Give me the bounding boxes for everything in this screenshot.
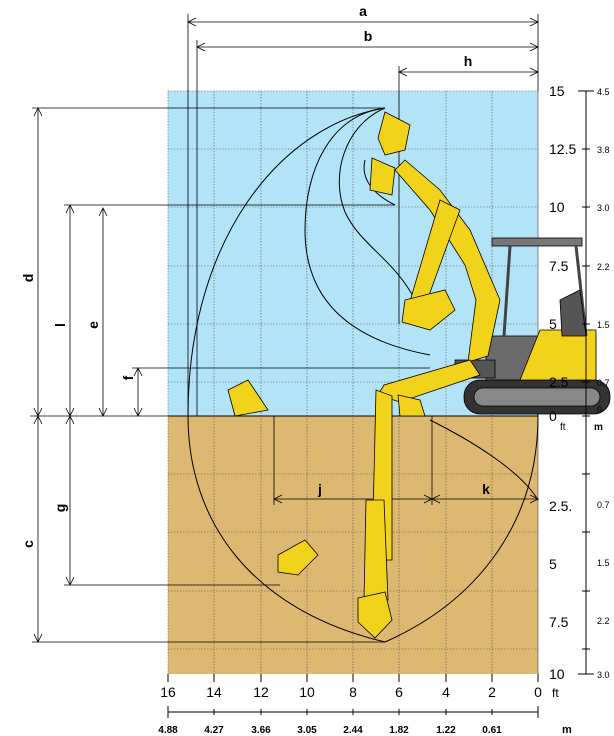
bottom-scale-m-tick: 3.66: [251, 725, 271, 736]
dimension-a-label: a: [359, 3, 367, 19]
right-scale-ft-tick: 7.5: [549, 258, 569, 274]
right-scale-m-tick: 3.8: [597, 145, 610, 155]
boom-lowered: [363, 359, 481, 601]
bucket-mid: [401, 289, 456, 331]
right-scale-m-tick: 2.2: [597, 616, 610, 626]
right-scale-m-tick: 1.5: [597, 320, 610, 330]
bottom-scale-m-tick: 0.61: [482, 725, 502, 736]
bottom-scale-m-tick: 1.82: [389, 725, 409, 736]
bottom-scale-ft-unit: ft: [552, 686, 559, 700]
bucket-underground: [277, 539, 319, 576]
bottom-scale-m-tick: 4.88: [158, 725, 178, 736]
dimension-l-label: l: [52, 323, 68, 327]
right-scale-ft-tick: 0: [549, 408, 557, 424]
bottom-scale-ft-tick: 2: [488, 684, 496, 700]
bottom-scale-ft-tick: 10: [299, 684, 315, 700]
bucket-high: [369, 111, 411, 196]
canopy-roof: [491, 237, 583, 247]
right-scale-m-tick: 1.5: [597, 558, 610, 568]
bottom-scale-m-tick: 3.05: [297, 725, 317, 736]
dimension-b-label: b: [364, 28, 373, 44]
dimension-f-label: f: [120, 375, 136, 380]
right-scale-ft-tick: 15: [549, 83, 565, 99]
bucket-ground-right: [397, 394, 426, 417]
dimension-d-label: d: [20, 274, 36, 283]
right-scale-ft-tick: 12.5: [549, 141, 576, 157]
bottom-scale-ft-tick: 14: [206, 684, 222, 700]
right-scale-m-tick: 3.0: [597, 203, 610, 213]
right-scale-m-tick: 0.7: [597, 378, 610, 388]
right-scale-ft-tick: 2.5.: [549, 498, 572, 514]
bucket-ground-left: [227, 379, 269, 417]
bottom-scale-ft-tick: 12: [253, 684, 269, 700]
bottom-scale-ft-tick: 8: [349, 684, 357, 700]
bottom-scale: [167, 674, 539, 718]
right-scale-m-tick: 0.7: [597, 500, 610, 510]
bottom-scale-m-tick: 2.44: [343, 725, 363, 736]
right-scale-ft-tick: 5: [549, 556, 557, 572]
right-scale-ft-tick: 10: [549, 666, 565, 682]
dimension-j-label: j: [317, 481, 322, 497]
right-scale-m-tick: 3.0: [597, 670, 610, 680]
bottom-scale-ft-tick: 6: [395, 684, 403, 700]
bottom-scale-ft-tick: 0: [534, 684, 542, 700]
dimension-lines: [30, 14, 539, 643]
right-scale-m-tick: 2.2: [597, 262, 610, 272]
right-scale-m-unit: m: [594, 422, 603, 433]
right-scale-ft-unit: ft: [560, 422, 566, 433]
dimension-h-label: h: [464, 53, 473, 69]
dimension-c-label: c: [20, 540, 36, 548]
bottom-scale-ft-tick: 4: [442, 684, 450, 700]
bottom-scale-m-tick: 1.22: [436, 725, 456, 736]
boom-raised: [394, 159, 501, 363]
right-scale-m-tick: 4.5: [597, 87, 610, 97]
right-scale-ft-tick: 2.5: [549, 374, 569, 390]
dimension-k-label: k: [482, 481, 490, 497]
right-scale-ft-tick: 5: [549, 316, 557, 332]
bottom-scale-m-unit: m: [562, 724, 572, 736]
dimension-e-label: e: [85, 321, 101, 329]
dimension-g-label: g: [52, 504, 68, 513]
bottom-scale-m-tick: 4.27: [204, 725, 224, 736]
right-scale: [578, 90, 594, 675]
right-scale-ft-tick: 7.5: [549, 614, 569, 630]
right-scale-m-tick: 0: [597, 405, 602, 415]
right-scale-ft-tick: 10: [549, 199, 565, 215]
excavator-machine: [454, 237, 611, 415]
bottom-scale-ft-tick: 16: [160, 684, 176, 700]
bucket-deepest: [357, 591, 393, 639]
